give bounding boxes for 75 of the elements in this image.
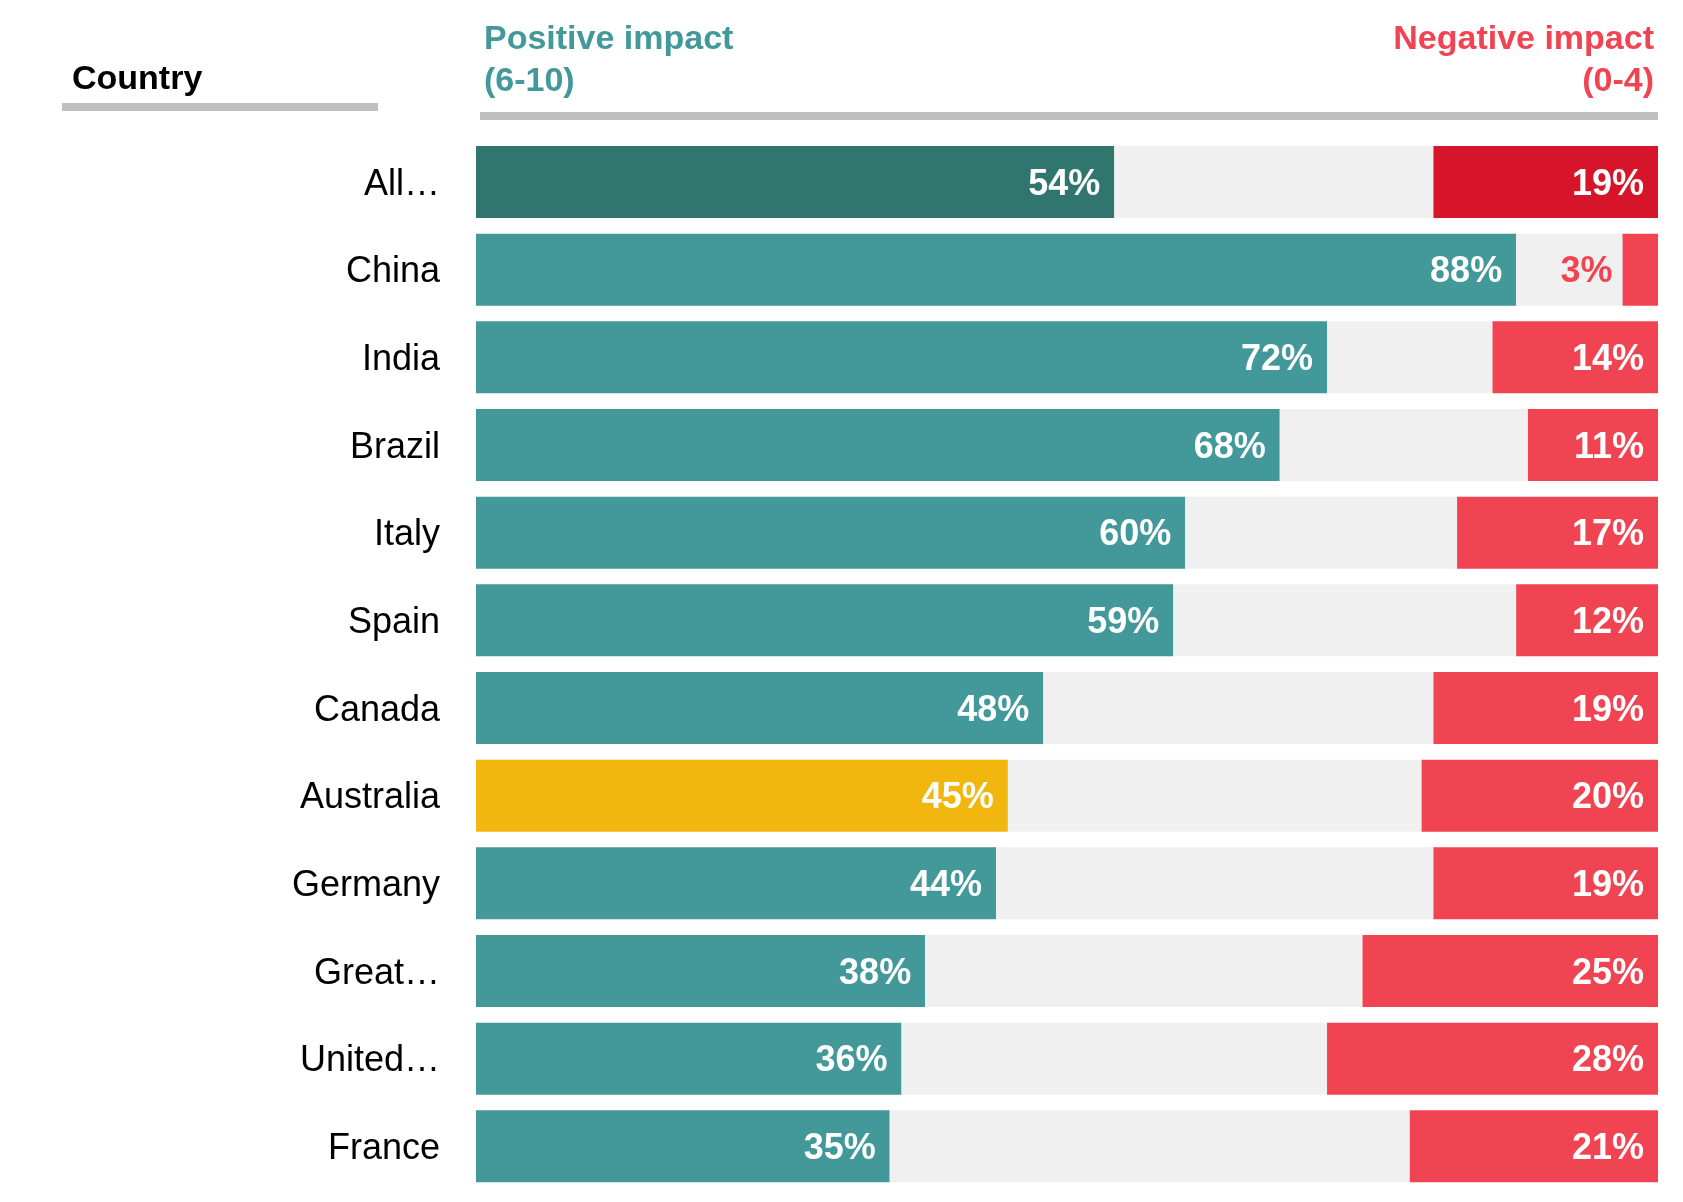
bar — [476, 584, 1174, 657]
bar — [1527, 409, 1658, 481]
data-label: 72% — [1240, 336, 1314, 378]
bar — [476, 1110, 890, 1183]
y-tick-label: France — [327, 1125, 440, 1167]
y-tick-label: United… — [299, 1038, 440, 1080]
data-label: 28% — [1571, 1038, 1644, 1080]
bar — [1409, 1110, 1658, 1183]
data-label: 19% — [1571, 161, 1644, 203]
data-label: 60% — [1099, 512, 1172, 554]
bar — [476, 759, 1008, 832]
y-tick-label: Australia — [299, 775, 441, 817]
bar — [1433, 847, 1658, 920]
y-tick-label: Great… — [313, 950, 440, 992]
bar — [476, 672, 1044, 744]
bar — [925, 935, 1363, 1007]
data-label: 88% — [1430, 249, 1503, 291]
data-label: 19% — [1571, 862, 1644, 904]
data-label: 19% — [1571, 687, 1644, 729]
bar — [1516, 584, 1658, 657]
bar — [476, 935, 926, 1007]
data-label: 44% — [910, 862, 983, 904]
bar — [1421, 759, 1658, 832]
bar — [889, 1110, 1410, 1183]
data-label: 48% — [957, 687, 1030, 729]
data-label: 21% — [1571, 1125, 1644, 1167]
y-tick-label: China — [345, 249, 441, 291]
y-axis-title: Country — [62, 58, 378, 111]
y-tick-label: Canada — [313, 687, 441, 729]
data-label: 59% — [1087, 599, 1160, 641]
data-label: 38% — [839, 950, 912, 992]
bar — [1114, 146, 1434, 218]
series-label: Negative impact (0-4) — [1393, 17, 1654, 100]
y-tick-label: Italy — [373, 512, 440, 554]
bar — [1516, 233, 1623, 306]
bar — [1043, 672, 1434, 744]
bar — [476, 321, 1328, 394]
bar — [476, 847, 997, 920]
y-tick-label: Brazil — [349, 424, 440, 466]
y-tick-label: Spain — [347, 599, 440, 641]
bar — [1492, 321, 1658, 394]
data-label: 11% — [1573, 424, 1644, 466]
bar — [1327, 1022, 1658, 1095]
data-label: 12% — [1571, 599, 1644, 641]
bar — [476, 1022, 902, 1095]
bar — [901, 1022, 1328, 1095]
bar — [1362, 935, 1658, 1007]
bar — [1279, 409, 1528, 481]
data-label: 25% — [1571, 950, 1644, 992]
bar — [1433, 146, 1658, 218]
bar — [476, 409, 1280, 481]
data-label: 45% — [921, 775, 994, 817]
data-label: 14% — [1571, 336, 1644, 378]
bar — [1433, 672, 1658, 744]
data-label: 17% — [1571, 512, 1644, 554]
data-label: 54% — [1028, 161, 1101, 203]
bar — [1327, 321, 1493, 394]
bar — [1173, 584, 1517, 657]
bar — [1185, 496, 1458, 569]
data-label: 20% — [1571, 775, 1644, 817]
bar — [476, 496, 1186, 569]
data-label: 68% — [1193, 424, 1266, 466]
y-tick-label: Germany — [291, 862, 440, 904]
bar — [476, 233, 1517, 306]
data-label: 35% — [803, 1125, 876, 1167]
bar — [476, 146, 1115, 218]
y-tick-label: India — [361, 336, 441, 378]
series-label: Positive impact (6-10) — [484, 17, 734, 100]
y-tick-label: All… — [363, 161, 440, 203]
data-label: 3% — [1560, 249, 1613, 291]
bar — [1457, 496, 1658, 569]
data-label: 36% — [815, 1038, 888, 1080]
bar — [1007, 759, 1422, 832]
bar — [1622, 233, 1658, 306]
bar — [996, 847, 1434, 920]
